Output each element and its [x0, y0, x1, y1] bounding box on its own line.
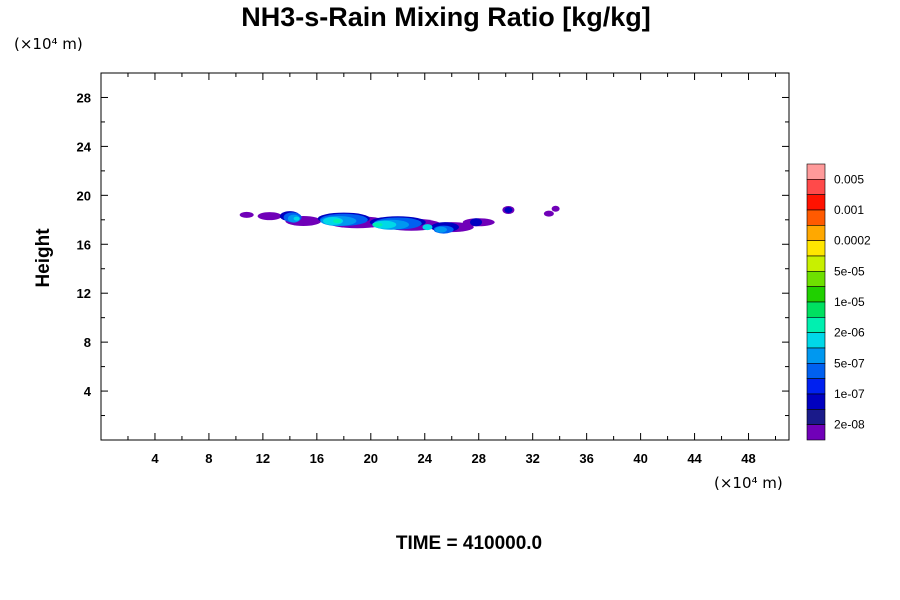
y-tick-label: 12	[77, 286, 91, 301]
colorbar-swatch	[806, 194, 826, 211]
y-axis-ticks: 4 8 12 16 20 24 28	[77, 90, 789, 417]
contour-2e-08-dark	[470, 218, 483, 227]
colorbar-swatch	[806, 255, 826, 272]
y-tick-label: 4	[84, 384, 92, 399]
y-tick-label: 24	[77, 139, 92, 154]
x-axis-ticks: 4 8 12 16 20 24 28 32 36 40 44 48	[127, 73, 777, 466]
contour-5e-07	[293, 216, 300, 221]
colorbar-label: 1e-07	[834, 387, 865, 401]
colorbar-swatch	[806, 179, 826, 195]
colorbar-swatch	[806, 163, 826, 180]
colorbar: 0.005 0.001 0.0002 5e-05 1e-05 2e-06 5e-07 1e-0…	[806, 163, 871, 441]
contour-2e-08	[257, 212, 282, 221]
colorbar-label: 2e-08	[834, 418, 865, 432]
x-axis-unit: (×10⁴ m)	[714, 474, 783, 492]
colorbar-label: 0.001	[834, 203, 864, 217]
contour-2e-08	[543, 210, 554, 217]
colorbar-swatch	[806, 271, 826, 287]
colorbar-swatch	[806, 347, 826, 364]
colorbar-swatch	[806, 301, 826, 318]
x-tick-label: 32	[525, 451, 539, 466]
contour-5e-07	[422, 224, 433, 231]
colorbar-label: 0.005	[834, 172, 864, 186]
x-tick-label: 44	[687, 451, 702, 466]
x-tick-label: 8	[205, 451, 212, 466]
colorbar-swatch	[806, 409, 826, 425]
colorbar-label: 0.0002	[834, 234, 871, 248]
colorbar-label: 1e-05	[834, 295, 865, 309]
y-tick-label: 16	[77, 237, 91, 252]
x-tick-label: 16	[310, 451, 324, 466]
contour-2e-08-dark	[504, 207, 513, 214]
colorbar-swatch	[806, 240, 826, 257]
x-tick-label: 24	[418, 451, 433, 466]
colorbar-swatch	[806, 393, 826, 410]
chart-title: NH3-s-Rain Mixing Ratio [kg/kg]	[241, 2, 651, 32]
y-tick-label: 8	[84, 335, 91, 350]
contour-field	[239, 205, 560, 234]
x-tick-label: 48	[741, 451, 755, 466]
y-axis-unit: (×10⁴ m)	[14, 35, 83, 53]
contour-5e-07-core	[372, 222, 383, 227]
colorbar-swatch	[806, 286, 826, 303]
x-tick-label: 20	[364, 451, 378, 466]
contour-2e-08	[551, 205, 560, 212]
colorbar-swatch	[806, 378, 826, 395]
x-tick-label: 28	[471, 451, 485, 466]
x-tick-label: 4	[151, 451, 159, 466]
contour-5e-07-core	[333, 219, 342, 224]
colorbar-swatch	[806, 424, 826, 441]
colorbar-swatch	[806, 363, 826, 379]
x-tick-label: 12	[256, 451, 270, 466]
y-tick-label: 20	[77, 188, 91, 203]
time-label: TIME = 410000.0	[396, 533, 542, 554]
colorbar-swatch	[806, 209, 826, 226]
y-tick-label: 28	[77, 90, 91, 105]
colorbar-swatch	[806, 332, 826, 349]
x-tick-label: 36	[579, 451, 593, 466]
colorbar-label: 5e-07	[834, 356, 865, 370]
x-tick-label: 40	[633, 451, 647, 466]
colorbar-swatch	[806, 317, 826, 333]
contour-1e-07-light	[434, 226, 447, 233]
colorbar-swatch	[806, 225, 826, 241]
colorbar-label: 5e-05	[834, 264, 865, 278]
contour-2e-08	[239, 211, 254, 218]
y-axis-label: Height	[33, 228, 54, 288]
contour-5e-07	[323, 217, 344, 226]
plot-frame	[100, 72, 790, 441]
contour-5e-07	[372, 220, 397, 229]
colorbar-label: 2e-06	[834, 326, 865, 340]
